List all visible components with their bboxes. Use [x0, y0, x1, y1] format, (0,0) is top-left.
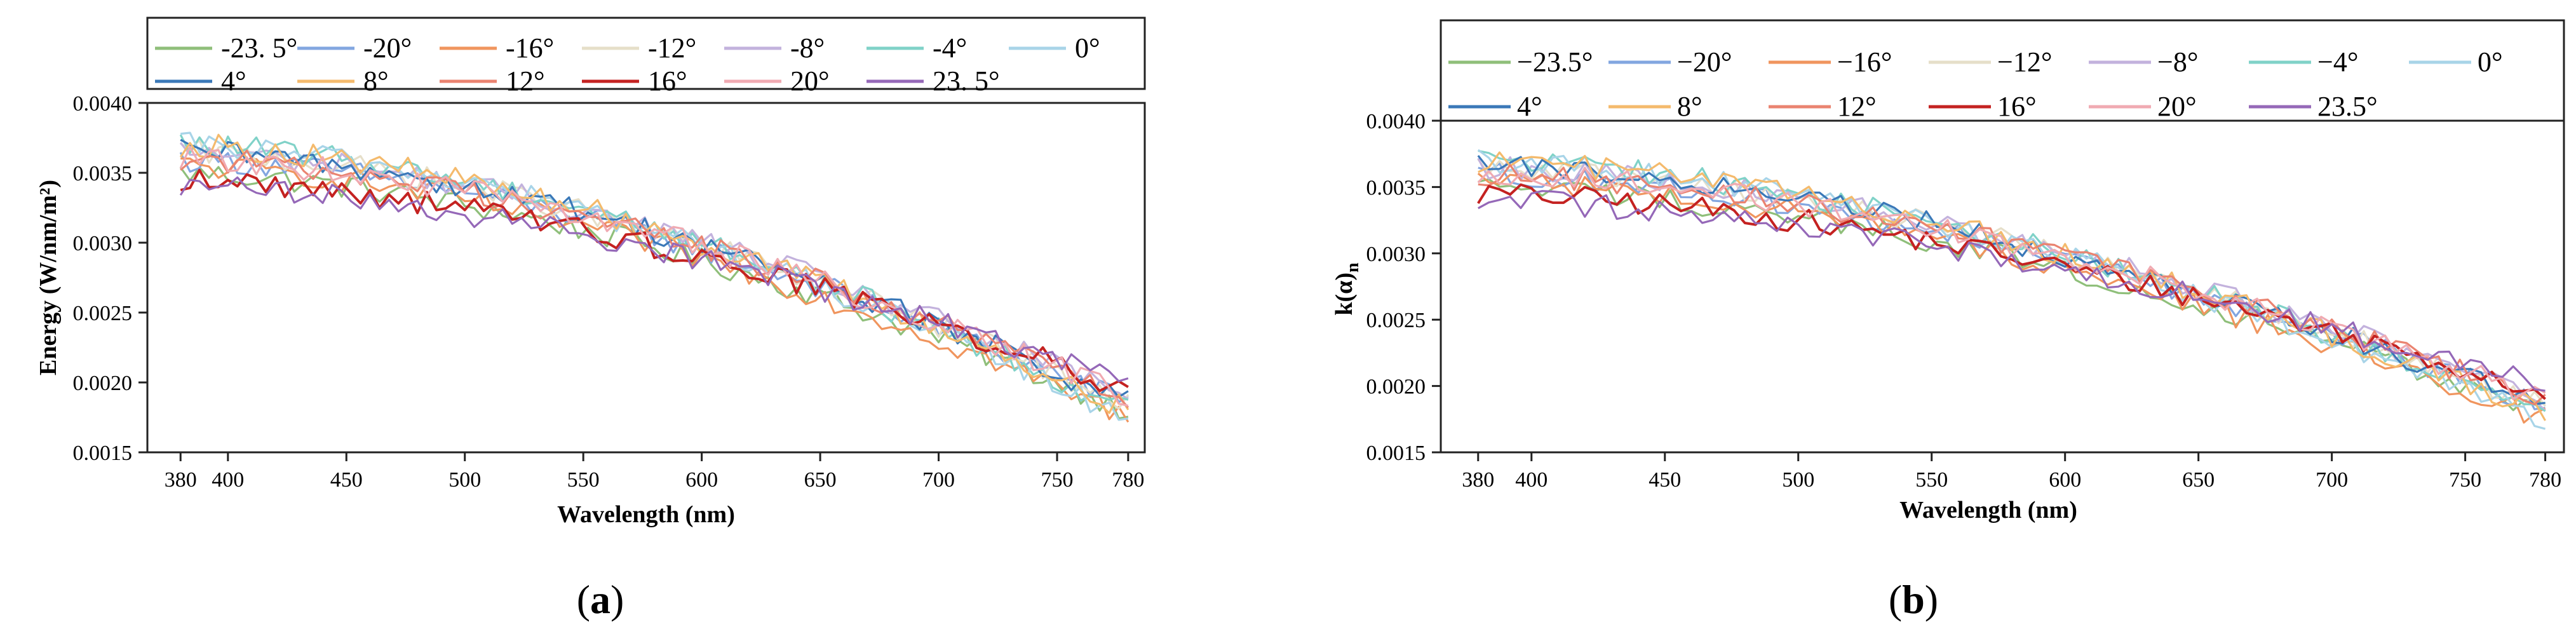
- legend-label-a-0: -23. 5°: [221, 32, 297, 64]
- series-line-a--23_5: [179, 166, 1129, 420]
- x-axis-b: 380 400 450 500 550 600 650 700 750 780: [1462, 452, 2561, 492]
- legend-label-b-7: 4°: [1517, 91, 1542, 122]
- series-group-b: [1477, 149, 2546, 430]
- y-tick-label-b-3: 0.0030: [1366, 243, 1426, 266]
- legend-label-b-11: 20°: [2157, 91, 2197, 122]
- series-line-b--8: [1477, 156, 2546, 412]
- series-group-a: [179, 132, 1130, 423]
- legend-label-a-11: 20°: [790, 65, 830, 97]
- y-tick-label-b-2: 0.0025: [1366, 309, 1426, 332]
- legend-label-a-2: -16°: [506, 32, 554, 64]
- y-axis-title-a: Energy (W/nm/m²): [35, 180, 62, 375]
- x-tick-label-b-450: 450: [1649, 468, 1681, 492]
- series-line-b-4: [1477, 155, 2546, 406]
- y-tick-label-b-1: 0.0020: [1366, 375, 1426, 399]
- series-line-a-20: [179, 145, 1129, 407]
- x-tick-label-b-400: 400: [1515, 468, 1548, 492]
- chart-panel-a: -23. 5° -20° -16° -12° -8° -4° 0° 4° 8° 12° 16° 20°…: [35, 17, 1146, 622]
- x-tick-label-b-700: 700: [2316, 468, 2348, 492]
- y-tick-label-b-4: 0.0035: [1366, 176, 1426, 199]
- x-tick-label-b-780: 780: [2529, 468, 2561, 492]
- legend-label-a-7: 4°: [221, 65, 246, 97]
- y-axis-title-b: k(α)n: [1331, 262, 1363, 316]
- y-axis-a: 0.0015 0.0020 0.0025 0.0030 0.0035 0.0040: [73, 92, 147, 465]
- legend-label-a-8: 8°: [363, 65, 389, 97]
- legend-box-b: [1440, 19, 2565, 122]
- x-axis-title-b: Wavelength (nm): [1899, 497, 2077, 523]
- legend-label-b-2: −16°: [1837, 46, 1892, 78]
- panel-label-b: (b): [1889, 577, 1938, 622]
- legend-label-b-10: 16°: [1997, 91, 2037, 122]
- series-line-a-0: [180, 132, 1129, 421]
- panel-label-a: (a): [577, 577, 624, 622]
- y-tick-label-b-5: 0.0040: [1366, 110, 1426, 133]
- y-tick-label-a-0: 0.0015: [73, 442, 133, 465]
- plot-frame-b: [1440, 119, 2565, 454]
- x-axis-a: 380 400 450 500 550 600 650 700 750 780: [165, 452, 1144, 492]
- y-tick-label-b-0: 0.0015: [1366, 442, 1426, 465]
- legend-label-b-4: −8°: [2157, 46, 2198, 78]
- plot-frame-a: [146, 102, 1146, 454]
- series-line-a--12: [180, 139, 1130, 410]
- legend-label-b-12: 23.5°: [2317, 91, 2378, 122]
- series-line-b--20: [1478, 162, 2546, 410]
- y-tick-label-a-5: 0.0040: [73, 92, 133, 116]
- legend-box-a: [146, 17, 1146, 90]
- legend-label-a-5: -4°: [933, 32, 967, 64]
- x-tick-label-a-650: 650: [804, 468, 837, 492]
- x-tick-label-a-750: 750: [1041, 468, 1074, 492]
- legend-label-b-3: −12°: [1997, 46, 2052, 78]
- series-line-a-8: [179, 133, 1130, 414]
- x-tick-label-a-380: 380: [165, 468, 197, 492]
- series-line-b-16: [1477, 183, 2546, 400]
- x-tick-label-b-550: 550: [1915, 468, 1948, 492]
- series-line-b-23_5: [1478, 190, 2546, 392]
- x-tick-label-b-380: 380: [1462, 468, 1494, 492]
- series-line-a-12: [180, 149, 1130, 408]
- x-tick-label-a-400: 400: [212, 468, 244, 492]
- x-tick-label-a-600: 600: [685, 468, 718, 492]
- x-tick-label-b-750: 750: [2449, 468, 2481, 492]
- legend-label-a-9: 12°: [506, 65, 545, 97]
- x-tick-label-b-650: 650: [2182, 468, 2215, 492]
- y-tick-label-a-3: 0.0030: [73, 232, 133, 255]
- y-axis-b: 0.0015 0.0020 0.0025 0.0030 0.0035 0.0040: [1366, 110, 1441, 465]
- legend-a: -23. 5° -20° -16° -12° -8° -4° 0° 4° 8° 12° 16° 20°…: [155, 32, 1100, 97]
- legend-label-b-8: 8°: [1677, 91, 1703, 122]
- legend-label-b-9: 12°: [1837, 91, 1877, 122]
- x-tick-label-a-500: 500: [448, 468, 481, 492]
- series-line-a--4: [179, 134, 1129, 402]
- series-line-a--16: [180, 157, 1130, 423]
- x-tick-label-b-500: 500: [1782, 468, 1814, 492]
- x-tick-label-a-450: 450: [330, 468, 363, 492]
- legend-label-b-0: −23.5°: [1517, 46, 1593, 78]
- y-tick-label-a-2: 0.0025: [73, 302, 133, 325]
- legend-label-b-5: −4°: [2317, 46, 2358, 78]
- chart-panel-b: −23.5° −20° −16° −12° −8° −4° 0° 4° 8° 12° 16° 20° 2…: [1331, 19, 2565, 622]
- x-axis-title-a: Wavelength (nm): [557, 501, 735, 528]
- legend-label-b-6: 0°: [2478, 46, 2503, 78]
- x-tick-label-a-780: 780: [1112, 468, 1144, 492]
- legend-label-a-10: 16°: [648, 65, 687, 97]
- legend-label-a-1: -20°: [363, 32, 412, 64]
- legend-label-a-12: 23. 5°: [933, 65, 1000, 97]
- x-tick-label-b-600: 600: [2049, 468, 2081, 492]
- legend-b: −23.5° −20° −16° −12° −8° −4° 0° 4° 8° 12° 16° 20° 2…: [1448, 46, 2503, 122]
- series-line-a-23_5: [179, 176, 1129, 382]
- legend-label-a-4: -8°: [790, 32, 825, 64]
- legend-label-a-3: -12°: [648, 32, 696, 64]
- legend-label-b-1: −20°: [1677, 46, 1732, 78]
- y-tick-label-a-1: 0.0020: [73, 372, 133, 395]
- legend-label-a-6: 0°: [1075, 32, 1100, 64]
- series-line-b-8: [1478, 151, 2546, 421]
- x-tick-label-a-700: 700: [922, 468, 955, 492]
- x-tick-label-a-550: 550: [567, 468, 600, 492]
- y-tick-label-a-4: 0.0035: [73, 162, 133, 186]
